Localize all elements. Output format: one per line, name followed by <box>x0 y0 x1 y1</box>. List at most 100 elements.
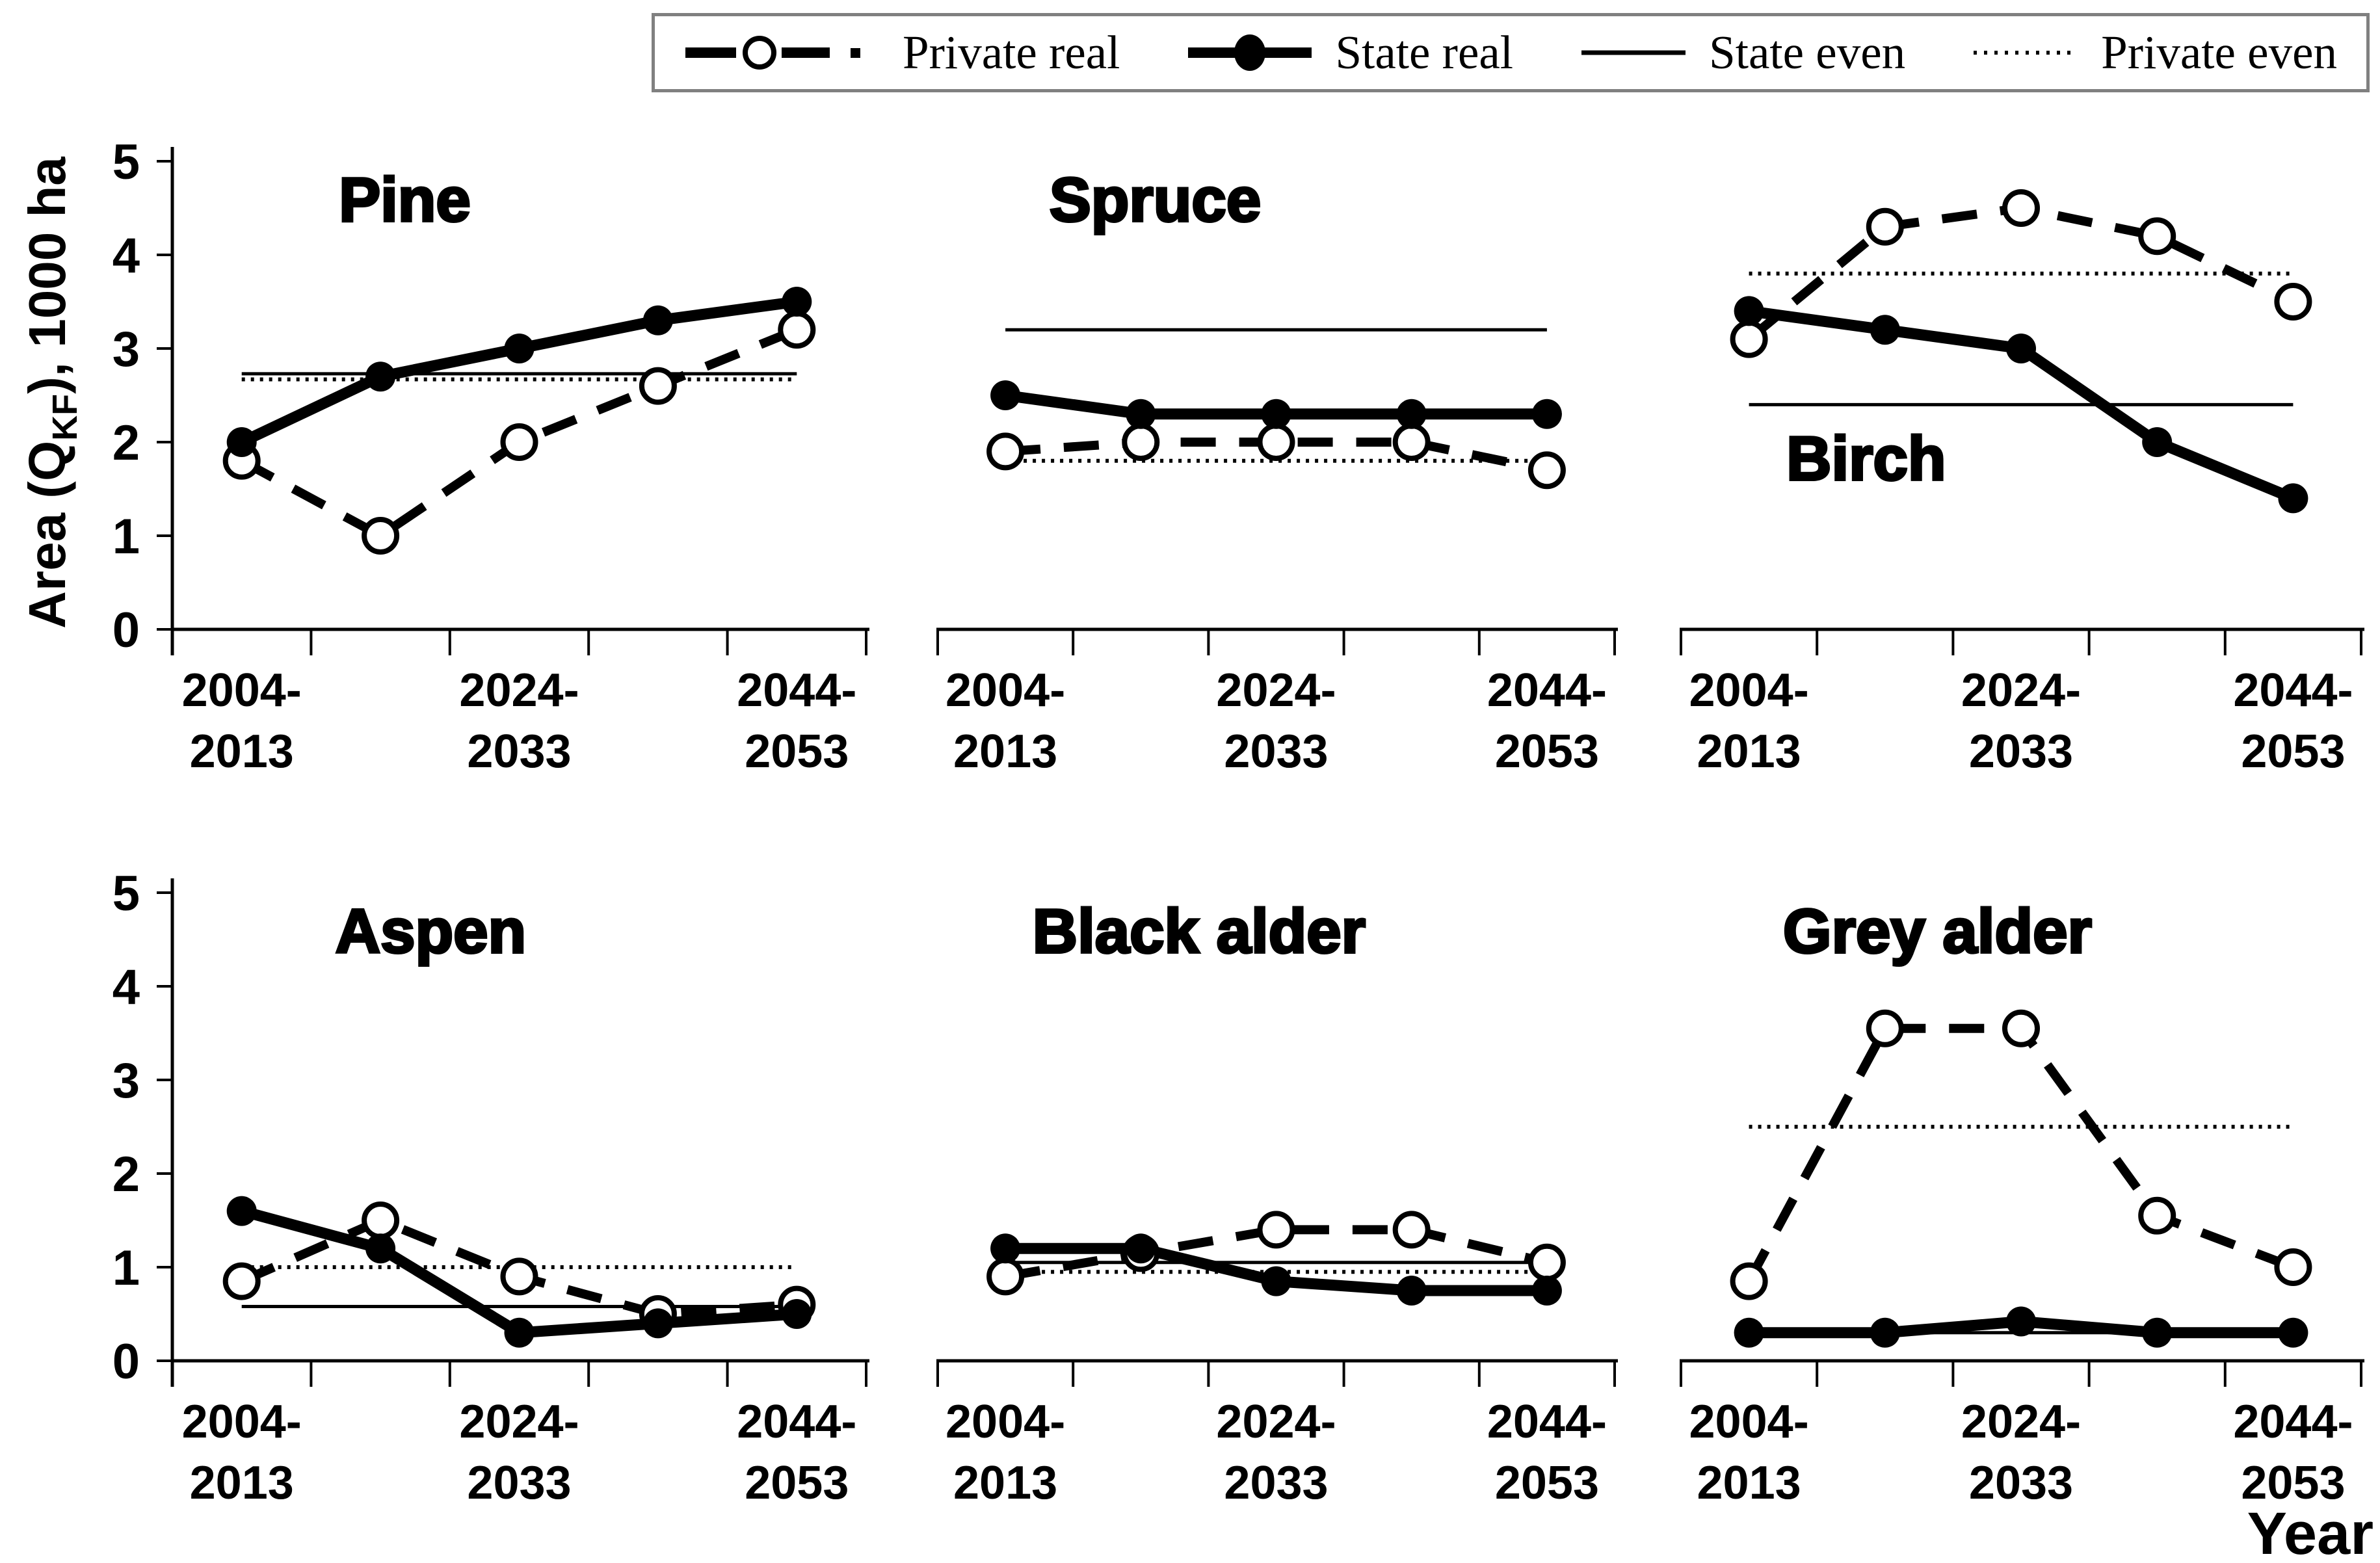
x-tick-label: 2044- <box>1487 664 1607 716</box>
dashed-line-open-circle-icon <box>685 36 860 70</box>
data-point-state-real <box>2006 334 2036 363</box>
x-tick-label: 2024- <box>1961 664 2081 716</box>
data-point-state-real <box>990 380 1021 410</box>
x-tick-label: 2013 <box>190 726 294 778</box>
data-point-private-real <box>2002 1009 2040 1047</box>
chart-title-spruce: Spruce <box>1050 165 1261 235</box>
data-point-state-real <box>1261 399 1291 429</box>
data-point-private-real <box>500 423 538 461</box>
data-point-private-real <box>1122 423 1160 461</box>
data-point-state-real <box>226 1196 257 1226</box>
dotted-line-icon <box>1974 51 2078 55</box>
chart-birch: 2004- 2013 2024- 2033 2044- 2053 Birch <box>1680 189 2364 778</box>
data-point-state-real <box>782 287 812 317</box>
data-point-state-real <box>1734 296 1764 326</box>
series-private-real-line <box>1005 438 1548 475</box>
data-point-private-real <box>1392 1211 1431 1249</box>
x-tick-label: 2013 <box>1697 726 1801 778</box>
x-tick-label: 2033 <box>1224 726 1328 778</box>
x-tick-label: 2033 <box>467 726 571 778</box>
data-point-private-real <box>2002 189 2040 227</box>
data-point-private-real <box>2274 1248 2312 1286</box>
y-tick-label: 1 <box>112 1241 140 1296</box>
x-tick-label: 2044- <box>737 1396 856 1448</box>
data-point-state-real <box>1734 1317 1764 1348</box>
x-tick-label: 2033 <box>1969 1457 2073 1509</box>
x-tick-label: 2024- <box>1216 1396 1336 1448</box>
legend-item-state-real: State real <box>1188 25 1513 80</box>
x-tick-label: 2004- <box>1689 664 1809 716</box>
data-point-private-real <box>1527 1243 1566 1281</box>
x-tick-label: 2024- <box>459 1396 579 1448</box>
x-tick-label: 2004- <box>182 1396 302 1448</box>
data-point-private-real <box>1730 320 1768 358</box>
data-point-state-real <box>1126 1233 1156 1264</box>
chart-black-alder: 2004- 2013 2024- 2033 2044- 2053 Black alder <box>936 895 1618 1509</box>
x-tick-label: 2013 <box>953 726 1057 778</box>
x-tick-label: 2024- <box>1216 664 1336 716</box>
chart-grey-alder: 2004- 2013 2024- 2033 2044- 2053 Grey alder <box>1680 895 2364 1509</box>
x-tick-label: 2004- <box>182 664 302 716</box>
x-tick-label: 2024- <box>1961 1396 2081 1448</box>
data-point-state-real <box>365 1233 396 1264</box>
y-tick-label: 2 <box>112 415 140 471</box>
y-tick-label: 5 <box>112 135 140 190</box>
x-tick-label: 2053 <box>2241 1457 2345 1509</box>
data-point-private-real <box>362 1202 400 1239</box>
data-point-state-real <box>504 1317 535 1348</box>
data-point-state-real <box>782 1299 812 1329</box>
x-tick-label: 2053 <box>1495 1457 1599 1509</box>
x-tick-label: 2033 <box>467 1457 571 1509</box>
thick-line-filled-circle-icon <box>1188 34 1312 71</box>
data-point-private-real <box>1257 1211 1295 1249</box>
data-point-private-real <box>1866 207 1904 246</box>
x-tick-label: 2053 <box>745 1457 849 1509</box>
series-state-real-line <box>239 296 798 447</box>
data-point-state-real <box>1870 315 1900 345</box>
data-point-state-real <box>1396 1276 1427 1306</box>
y-tick-label: 4 <box>112 960 140 1015</box>
y-tick-label: 5 <box>112 866 140 921</box>
legend-label-state-even: State even <box>1709 26 1906 79</box>
chart-pine: 0 1 2 3 4 5 2004- 2013 2024- 2033 2044- 2053 Pine <box>112 135 869 778</box>
chart-title-black-alder: Black alder <box>1033 897 1366 966</box>
data-point-state-real <box>1261 1266 1291 1296</box>
data-point-private-real <box>639 367 677 405</box>
legend-label-private-real: Private real <box>903 26 1120 79</box>
data-point-state-real <box>1126 399 1156 429</box>
y-tick-label: 0 <box>112 1334 140 1389</box>
chart-title-grey-alder: Grey alder <box>1783 897 2092 966</box>
x-tick-label: 2013 <box>953 1457 1057 1509</box>
data-point-private-real <box>1527 451 1566 490</box>
data-point-state-real <box>2142 427 2173 457</box>
data-point-private-real <box>986 432 1025 471</box>
legend-label-private-even: Private even <box>2101 26 2337 79</box>
data-point-state-real <box>2142 1317 2173 1348</box>
data-point-private-real <box>778 311 816 349</box>
x-tick-label: 2004- <box>945 664 1065 716</box>
x-tick-label: 2053 <box>2241 726 2345 778</box>
chart-title-pine: Pine <box>339 165 471 235</box>
thin-solid-line-icon <box>1581 50 1686 55</box>
data-point-state-real <box>2006 1306 2036 1337</box>
data-point-private-real <box>1730 1262 1768 1300</box>
y-tick-label: 3 <box>112 322 140 377</box>
chart-aspen: 0 1 2 3 4 5 2004- 2013 2024- 2033 2044- 2053 Aspen <box>112 866 869 1509</box>
data-point-private-real <box>222 1262 261 1300</box>
series-private-real-line <box>1745 1023 2295 1283</box>
legend: Private real State real State even Priva… <box>652 13 2370 92</box>
data-point-state-real <box>1396 399 1427 429</box>
y-axis-title: Area (QKF), 1000 ha <box>18 157 85 629</box>
data-point-private-real <box>1392 423 1431 461</box>
data-point-state-real <box>2278 483 2308 514</box>
y-tick-label: 2 <box>112 1147 140 1202</box>
chart-title-aspen: Aspen <box>336 897 526 966</box>
data-point-state-real <box>365 361 396 392</box>
y-tick-label: 1 <box>112 509 140 564</box>
x-tick-label: 2044- <box>2233 1396 2353 1448</box>
x-tick-label: 2013 <box>190 1457 294 1509</box>
data-point-private-real <box>1257 423 1295 461</box>
legend-item-private-real: Private real <box>684 25 1120 80</box>
legend-label-state-real: State real <box>1335 26 1514 79</box>
